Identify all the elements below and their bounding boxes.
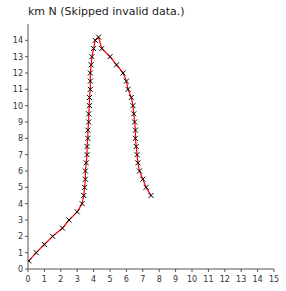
marker xyxy=(85,152,90,157)
marker xyxy=(85,128,90,133)
marker xyxy=(144,185,149,190)
x-tick-label: 1 xyxy=(42,275,47,284)
marker xyxy=(83,169,88,174)
marker xyxy=(67,218,72,223)
x-tick-label: 12 xyxy=(220,275,230,284)
marker xyxy=(86,111,91,116)
marker xyxy=(91,46,96,51)
marker xyxy=(135,160,140,165)
marker xyxy=(88,79,93,84)
y-tick-label: 0 xyxy=(18,265,23,274)
y-tick-label: 2 xyxy=(18,232,23,241)
marker xyxy=(87,103,92,108)
marker xyxy=(80,201,85,206)
marker xyxy=(134,144,139,149)
y-tick-label: 6 xyxy=(18,167,23,176)
marker xyxy=(149,193,154,198)
x-tick-label: 9 xyxy=(173,275,178,284)
x-tick-label: 8 xyxy=(157,275,162,284)
x-tick-label: 5 xyxy=(107,275,112,284)
y-tick-label: 4 xyxy=(18,200,23,209)
marker xyxy=(133,128,138,133)
axes: 0123456789101112131415012345678910111213… xyxy=(13,24,279,284)
y-tick-label: 5 xyxy=(18,183,23,192)
marker xyxy=(137,169,142,174)
y-tick-label: 7 xyxy=(18,151,23,160)
marker xyxy=(96,35,101,40)
x-tick-label: 7 xyxy=(140,275,145,284)
marker xyxy=(34,250,39,255)
y-tick-label: 9 xyxy=(18,118,23,127)
x-tick-label: 14 xyxy=(253,275,263,284)
x-tick-label: 6 xyxy=(124,275,129,284)
marker xyxy=(85,144,90,149)
y-tick-label: 1 xyxy=(18,249,23,258)
marker xyxy=(140,177,145,182)
y-tick-label: 10 xyxy=(13,102,23,111)
marker xyxy=(132,120,137,125)
x-tick-label: 10 xyxy=(187,275,197,284)
marker xyxy=(129,95,134,100)
y-tick-label: 3 xyxy=(18,216,23,225)
marker xyxy=(85,136,90,141)
marker xyxy=(131,111,136,116)
marker xyxy=(114,62,119,67)
marker xyxy=(60,226,65,231)
x-tick-label: 4 xyxy=(91,275,96,284)
marker xyxy=(89,54,94,59)
plot-area xyxy=(28,35,154,264)
title: km N (Skipped invalid data.) xyxy=(28,5,185,18)
x-tick-label: 11 xyxy=(203,275,213,284)
y-tick-label: 14 xyxy=(13,36,23,45)
marker xyxy=(84,160,89,165)
marker xyxy=(28,258,31,263)
marker xyxy=(108,54,113,59)
x-tick-label: 3 xyxy=(75,275,80,284)
x-tick-label: 15 xyxy=(269,275,279,284)
marker xyxy=(121,71,126,76)
marker xyxy=(81,193,86,198)
marker xyxy=(126,87,131,92)
marker xyxy=(135,152,140,157)
line xyxy=(29,37,151,261)
marker xyxy=(87,95,92,100)
marker xyxy=(42,242,47,247)
y-tick-label: 13 xyxy=(13,53,23,62)
marker xyxy=(83,177,88,182)
marker xyxy=(133,136,138,141)
y-axis-line xyxy=(28,24,29,269)
marker xyxy=(124,79,129,84)
x-axis-line xyxy=(28,269,274,270)
y-tick-label: 12 xyxy=(13,69,23,78)
marker xyxy=(75,209,80,214)
marker xyxy=(130,103,135,108)
y-tick-label: 8 xyxy=(18,134,23,143)
chart: km N (Skipped invalid data.)012345678910… xyxy=(0,0,286,291)
marker xyxy=(50,234,55,239)
marker xyxy=(89,62,94,67)
x-tick-label: 2 xyxy=(58,275,63,284)
marker xyxy=(82,185,87,190)
x-tick-label: 13 xyxy=(236,275,246,284)
marker xyxy=(86,120,91,125)
marker xyxy=(88,71,93,76)
marker xyxy=(88,87,93,92)
x-tick-label: 0 xyxy=(25,275,30,284)
y-tick-label: 11 xyxy=(13,85,23,94)
marker xyxy=(99,46,104,51)
